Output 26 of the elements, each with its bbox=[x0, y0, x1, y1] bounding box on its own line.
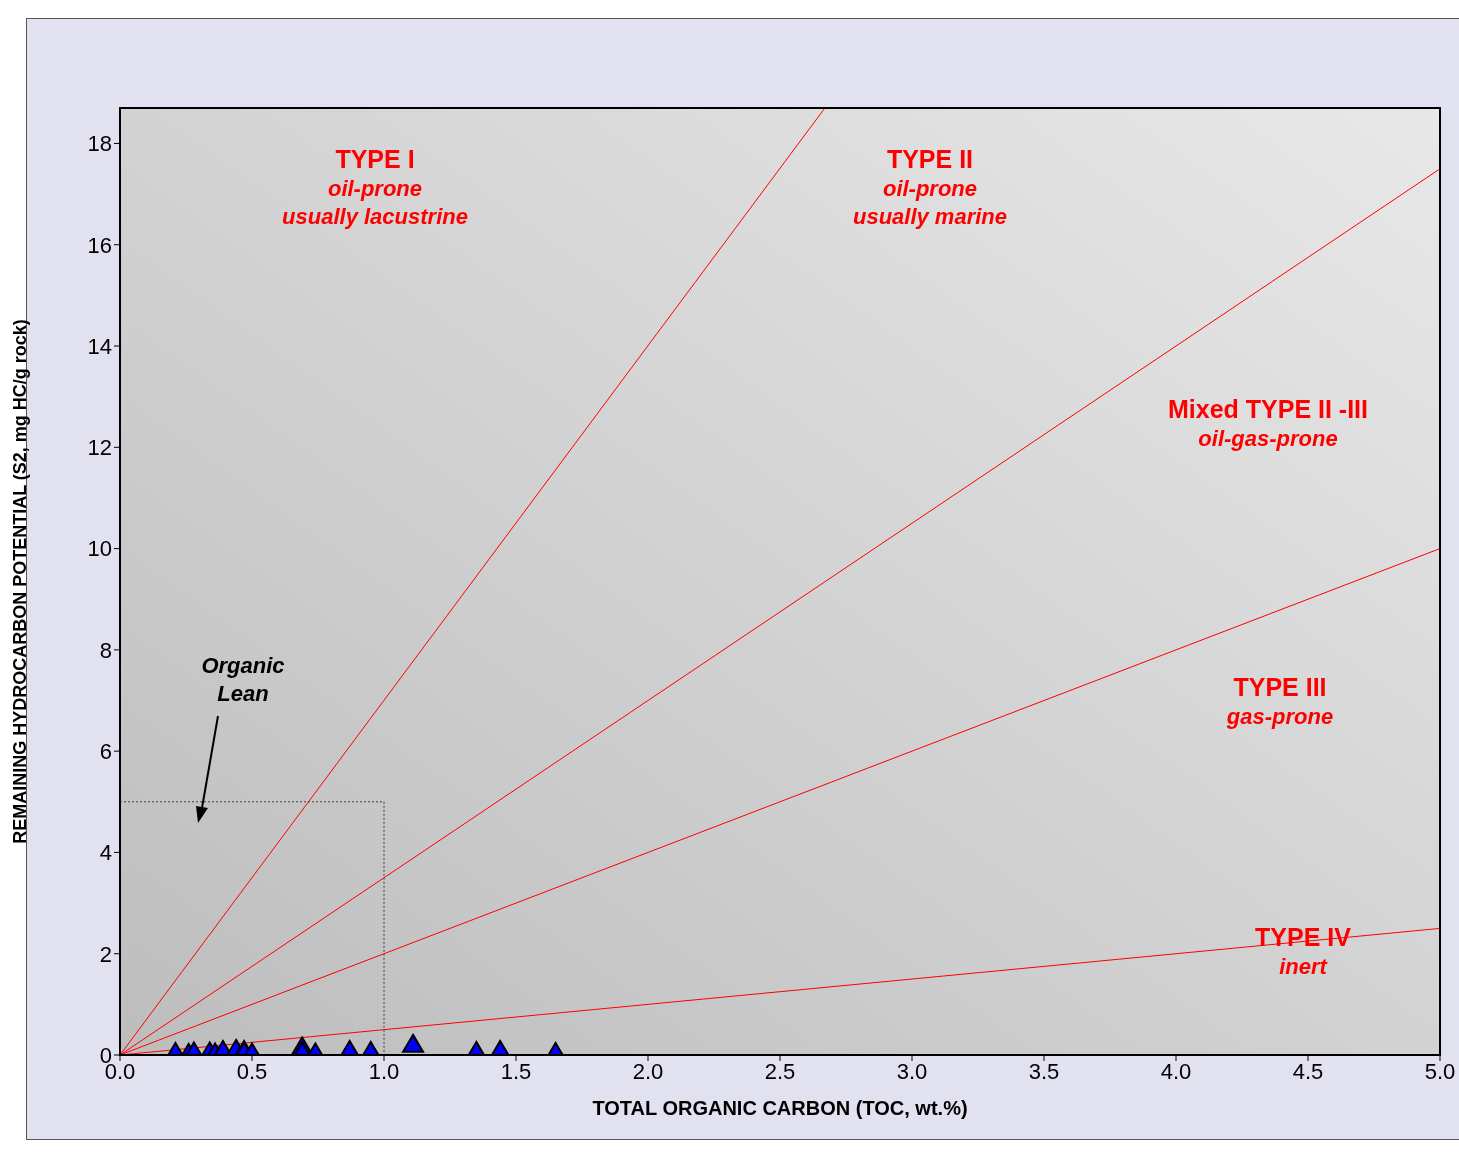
x-tick-label: 0.5 bbox=[236, 1058, 268, 1084]
annotation: Mixed TYPE II -III oil-gas-prone bbox=[1167, 395, 1369, 451]
y-tick-label: 10 bbox=[87, 536, 112, 562]
y-tick-label: 8 bbox=[99, 637, 112, 663]
y-tick-label: 2 bbox=[99, 941, 112, 967]
annotation: TYPE I oil-prone usually lacustrine bbox=[282, 145, 468, 229]
y-tick-label: 4 bbox=[99, 840, 112, 866]
x-tick-label: 1.5 bbox=[500, 1058, 532, 1084]
y-tick-label: 14 bbox=[87, 333, 112, 359]
y-tick-label: 18 bbox=[87, 131, 112, 157]
x-tick-label: 5.0 bbox=[1424, 1058, 1456, 1084]
y-tick-label: 12 bbox=[87, 435, 112, 461]
annotation: TYPE III gas-prone bbox=[1225, 673, 1334, 729]
x-tick-label: 4.5 bbox=[1292, 1058, 1324, 1084]
x-tick-label: 2.0 bbox=[632, 1058, 664, 1084]
annotation: TYPE II oil-prone usually marine bbox=[852, 145, 1008, 229]
x-axis-title: TOTAL ORGANIC CARBON (TOC, wt.%) bbox=[592, 1097, 968, 1119]
annotation: Organic Lean bbox=[201, 653, 285, 706]
x-tick-label: 3.0 bbox=[896, 1058, 928, 1084]
y-tick-label: 16 bbox=[87, 232, 112, 258]
x-tick-label: 3.5 bbox=[1028, 1058, 1060, 1084]
x-tick-label: 4.0 bbox=[1160, 1058, 1192, 1084]
x-tick-label: 1.0 bbox=[368, 1058, 400, 1084]
y-tick-label: 6 bbox=[99, 738, 112, 764]
x-tick-label: 2.5 bbox=[764, 1058, 796, 1084]
y-axis-title: REMAINING HYDROCARBON POTENTIAL (S2, mg HC/g rock) bbox=[10, 319, 31, 844]
